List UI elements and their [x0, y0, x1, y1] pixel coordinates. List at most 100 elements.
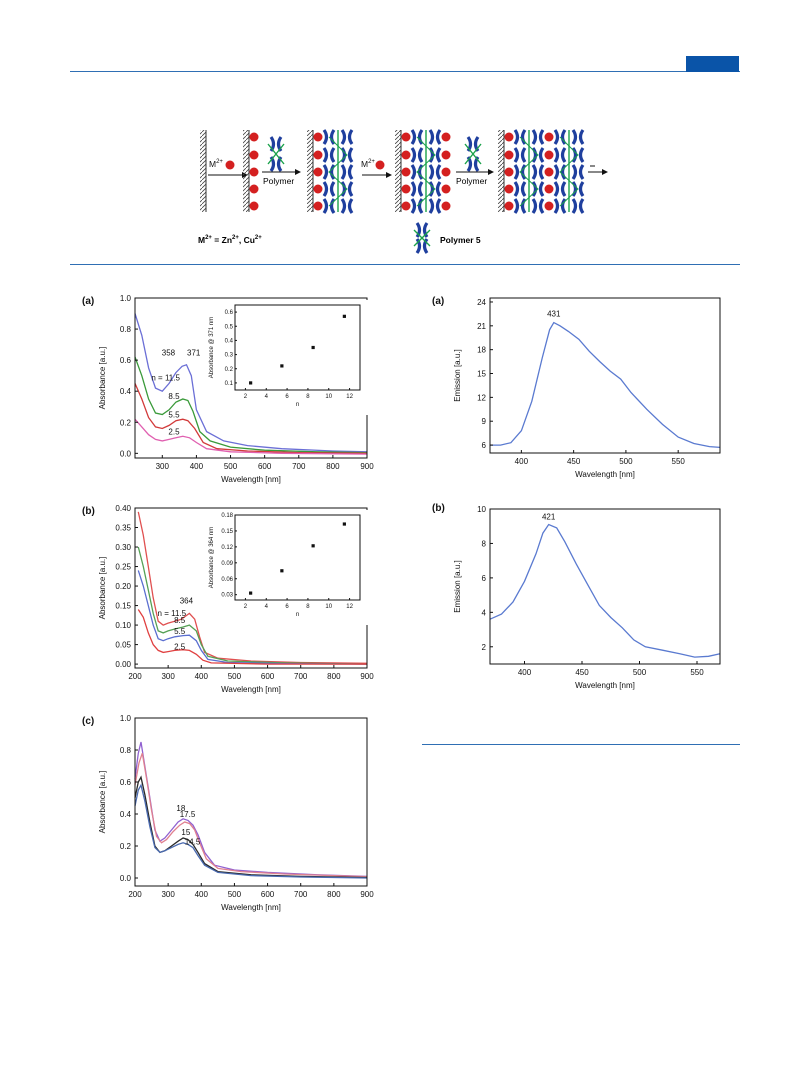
y-axis-label: Absorbance [a.u.]: [98, 347, 107, 410]
x-tick-label: 300: [161, 890, 175, 899]
series-line-2.5: [137, 609, 367, 665]
assembly-scheme: M2+ Polymer M2+: [198, 128, 608, 255]
y-tick-label: 2: [482, 643, 487, 652]
peak-annotation: 2.5: [174, 642, 186, 651]
x-tick-label: 400: [515, 457, 529, 466]
y-tick-label: 4: [482, 608, 487, 617]
polymer-icon: [464, 135, 482, 173]
peak-annotation: 5.5: [174, 627, 186, 636]
plot-frame: [489, 508, 721, 665]
inset-y-tick-label: 0.2: [225, 367, 234, 373]
x-tick-label: 400: [190, 462, 204, 471]
inset-y-tick-label: 0.06: [221, 577, 233, 583]
scheme-bottom-rule: [70, 264, 740, 265]
inset-x-tick-label: 8: [306, 604, 310, 610]
series-line-17.5: [134, 752, 368, 878]
series-line-2.5: [134, 418, 368, 455]
x-tick-label: 200: [128, 672, 142, 681]
inset-data-point: [249, 591, 253, 595]
metal-ion: [375, 160, 385, 170]
inset-y-tick-label: 0.1: [225, 381, 234, 387]
metal-label: M2+: [209, 159, 223, 169]
x-tick-label: 600: [261, 672, 275, 681]
inset-background: [203, 300, 368, 415]
y-tick-label: 0.30: [115, 543, 131, 552]
x-tick-label: 800: [326, 462, 340, 471]
inset-x-tick-label: 6: [285, 604, 289, 610]
metal-legend: M2+ = Zn2+, Cu2+: [198, 235, 262, 245]
series-line-11.5: [137, 511, 368, 664]
metal-ion: [225, 160, 235, 170]
plot-frame: [489, 297, 721, 454]
polymer-icon: [267, 135, 285, 173]
peak-annotation: 431: [547, 309, 561, 318]
peak-annotation: 371: [187, 348, 201, 357]
peak-annotation: 14.5: [185, 837, 201, 846]
x-tick-label: 500: [228, 890, 242, 899]
series-line-11.5: [134, 313, 368, 453]
x-tick-label: 900: [360, 890, 374, 899]
peak-annotation: n = 11.5: [158, 609, 187, 618]
x-tick-label: 600: [258, 462, 272, 471]
peak-annotation: 2.5: [168, 428, 180, 437]
x-tick-label: 450: [567, 457, 581, 466]
x-tick-label: 700: [294, 672, 308, 681]
y-tick-label: 6: [482, 441, 487, 450]
polymer-label: Polymer: [456, 176, 487, 186]
series-line-8.5: [134, 356, 368, 454]
x-axis-label: Wavelength [nm]: [221, 685, 281, 694]
inset-x-tick-label: 8: [306, 394, 310, 400]
y-tick-label: 15: [477, 370, 486, 379]
y-tick-label: 0.4: [120, 810, 132, 819]
peak-annotation: n = 11.5: [151, 373, 180, 382]
peak-annotation: 8.5: [168, 392, 180, 401]
y-tick-label: 0.0: [120, 874, 132, 883]
inset-x-tick-label: 12: [346, 604, 353, 610]
y-tick-label: 6: [482, 574, 487, 583]
x-tick-label: 550: [672, 457, 686, 466]
inset-y-tick-label: 0.3: [225, 353, 234, 359]
inset-data-point: [311, 345, 315, 350]
polymer-label: Polymer: [263, 176, 294, 186]
x-tick-label: 500: [224, 462, 238, 471]
x-tick-label: 300: [156, 462, 170, 471]
plot-frame: [134, 717, 368, 887]
inset-x-tick-label: 10: [325, 394, 332, 400]
series-line-5.5: [134, 383, 368, 454]
panel-label: (b): [432, 503, 445, 514]
substrate: [200, 130, 206, 212]
x-tick-label: 300: [161, 672, 175, 681]
x-axis-label: Wavelength [nm]: [221, 903, 281, 912]
y-tick-label: 0.6: [120, 356, 132, 365]
y-tick-label: 0.8: [120, 325, 132, 334]
y-tick-label: 0.00: [115, 660, 131, 669]
series-line-5.5: [137, 570, 368, 665]
inset-y-tick-label: 0.03: [221, 593, 233, 599]
y-tick-label: 0.6: [120, 778, 132, 787]
inset-data-point: [342, 522, 346, 526]
x-tick-label: 600: [261, 890, 275, 899]
x-tick-label: 400: [195, 890, 209, 899]
inset-x-tick-label: 2: [244, 604, 248, 610]
y-tick-label: 0.25: [115, 563, 131, 572]
inset-y-tick-label: 0.09: [221, 561, 233, 567]
emission-chart-b: 400 450 500 550 2 4 6 8 10 Wavelength [nm] Emissio…: [432, 503, 721, 690]
inset-y-tick-label: 0.15: [221, 529, 233, 535]
polymer-legend-icon: [413, 221, 431, 255]
inset-y-tick-label: 0.4: [225, 338, 234, 344]
y-tick-label: 18: [477, 346, 486, 355]
y-tick-label: 12: [477, 393, 486, 402]
y-tick-label: 9: [482, 417, 487, 426]
inset-y-tick-label: 0.6: [225, 310, 234, 316]
inset-x-label: n: [296, 612, 299, 618]
panel-label: (c): [82, 716, 94, 727]
inset-y-label: Absorbance @ 364 nm: [209, 527, 215, 588]
uv-chart-b: 200 300 400 500 600 700 800 900 0.00 0.05 0.10 0.15…: [82, 504, 374, 694]
y-tick-label: 10: [477, 505, 486, 514]
y-axis-label: Emission [a.u.]: [453, 560, 462, 612]
y-tick-label: 1.0: [120, 714, 132, 723]
peak-annotation: 8.5: [174, 616, 186, 625]
panel-label: (b): [82, 506, 95, 517]
y-tick-label: 21: [477, 322, 486, 331]
uv-chart-a: 300 400 500 600 700 800 900 0.0 0.2 0.4 0.6 0.8 1.0 W…: [82, 294, 374, 484]
